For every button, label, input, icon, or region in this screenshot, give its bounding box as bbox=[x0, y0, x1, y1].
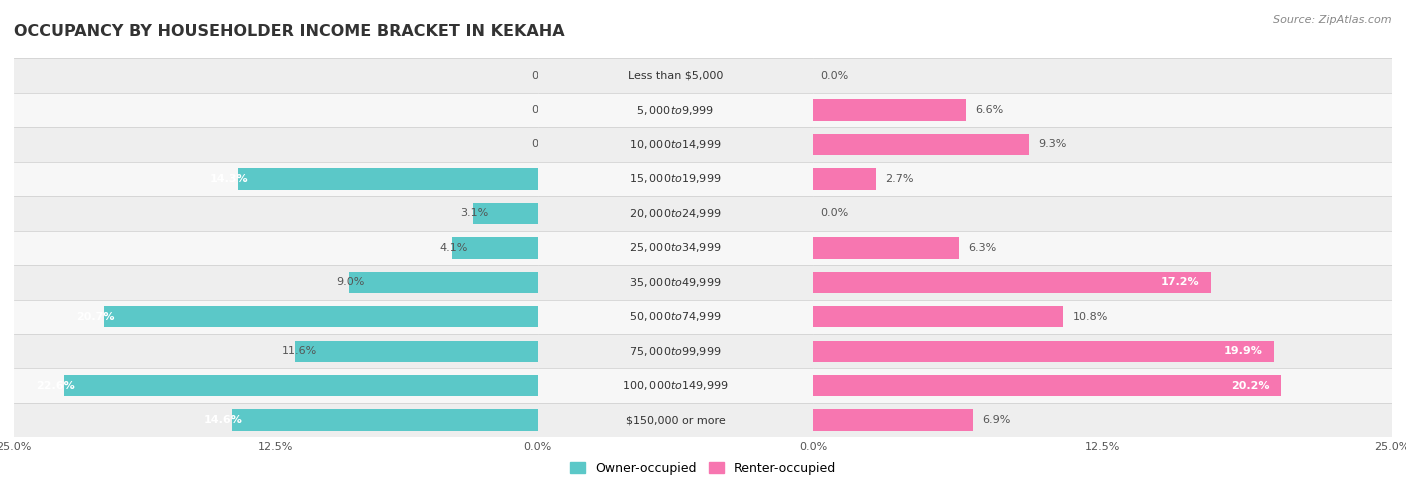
Bar bbox=[295, 341, 537, 362]
Text: 0.0%: 0.0% bbox=[531, 105, 560, 115]
Bar bbox=[0, 231, 1406, 265]
Bar bbox=[0, 334, 1406, 368]
Text: 9.3%: 9.3% bbox=[1038, 139, 1066, 150]
Bar bbox=[0, 334, 1406, 368]
Bar bbox=[813, 341, 1274, 362]
Bar bbox=[0, 403, 1406, 437]
Bar bbox=[0, 127, 1406, 162]
Text: 20.2%: 20.2% bbox=[1230, 381, 1270, 391]
Bar bbox=[0, 403, 1406, 437]
Text: 17.2%: 17.2% bbox=[1161, 278, 1199, 287]
Text: 2.7%: 2.7% bbox=[884, 174, 914, 184]
Bar bbox=[0, 265, 1406, 299]
Bar bbox=[238, 168, 537, 190]
Bar bbox=[813, 99, 966, 121]
Text: $10,000 to $14,999: $10,000 to $14,999 bbox=[630, 138, 721, 151]
Text: 6.3%: 6.3% bbox=[969, 243, 997, 253]
Bar bbox=[0, 334, 1406, 368]
Text: 14.6%: 14.6% bbox=[204, 415, 242, 425]
Text: $25,000 to $34,999: $25,000 to $34,999 bbox=[630, 242, 721, 254]
Text: 9.0%: 9.0% bbox=[336, 278, 366, 287]
Bar bbox=[0, 231, 1406, 265]
Text: 6.6%: 6.6% bbox=[976, 105, 1004, 115]
Bar bbox=[0, 127, 1406, 162]
Bar bbox=[0, 299, 1406, 334]
Bar bbox=[232, 410, 537, 431]
Legend: Owner-occupied, Renter-occupied: Owner-occupied, Renter-occupied bbox=[565, 457, 841, 480]
Text: 0.0%: 0.0% bbox=[531, 70, 560, 81]
Text: 22.6%: 22.6% bbox=[37, 381, 75, 391]
Bar bbox=[0, 58, 1406, 93]
Bar bbox=[451, 237, 537, 259]
Bar bbox=[472, 203, 537, 224]
Text: 14.3%: 14.3% bbox=[209, 174, 249, 184]
Bar bbox=[813, 134, 1029, 155]
Bar bbox=[0, 196, 1406, 231]
Bar bbox=[349, 272, 537, 293]
Bar bbox=[0, 58, 1406, 93]
Text: Less than $5,000: Less than $5,000 bbox=[627, 70, 723, 81]
Bar bbox=[0, 196, 1406, 231]
Text: 11.6%: 11.6% bbox=[283, 346, 318, 356]
Text: 0.0%: 0.0% bbox=[820, 70, 848, 81]
Text: 0.0%: 0.0% bbox=[531, 139, 560, 150]
Bar bbox=[0, 162, 1406, 196]
Bar bbox=[0, 265, 1406, 299]
Bar bbox=[813, 410, 973, 431]
Text: $150,000 or more: $150,000 or more bbox=[626, 415, 725, 425]
Text: 0.0%: 0.0% bbox=[820, 208, 848, 218]
Bar bbox=[0, 231, 1406, 265]
Text: 19.9%: 19.9% bbox=[1223, 346, 1263, 356]
Bar bbox=[0, 299, 1406, 334]
Bar bbox=[813, 375, 1281, 397]
Text: 4.1%: 4.1% bbox=[439, 243, 468, 253]
Text: Source: ZipAtlas.com: Source: ZipAtlas.com bbox=[1274, 15, 1392, 25]
Bar bbox=[0, 196, 1406, 231]
Bar bbox=[813, 237, 959, 259]
Bar bbox=[0, 127, 1406, 162]
Text: 20.7%: 20.7% bbox=[76, 312, 115, 322]
Bar bbox=[0, 93, 1406, 127]
Bar bbox=[0, 162, 1406, 196]
Bar bbox=[65, 375, 537, 397]
Bar bbox=[0, 58, 1406, 93]
Text: $50,000 to $74,999: $50,000 to $74,999 bbox=[630, 310, 721, 323]
Text: 3.1%: 3.1% bbox=[460, 208, 488, 218]
Bar bbox=[813, 272, 1212, 293]
Text: $75,000 to $99,999: $75,000 to $99,999 bbox=[630, 345, 721, 358]
Bar bbox=[104, 306, 537, 328]
Text: $35,000 to $49,999: $35,000 to $49,999 bbox=[630, 276, 721, 289]
Text: 10.8%: 10.8% bbox=[1073, 312, 1108, 322]
Bar bbox=[0, 368, 1406, 403]
Bar bbox=[0, 403, 1406, 437]
Bar bbox=[0, 299, 1406, 334]
Text: 6.9%: 6.9% bbox=[983, 415, 1011, 425]
Text: $100,000 to $149,999: $100,000 to $149,999 bbox=[621, 379, 728, 392]
Text: $5,000 to $9,999: $5,000 to $9,999 bbox=[637, 104, 714, 117]
Bar bbox=[0, 162, 1406, 196]
Bar bbox=[0, 265, 1406, 299]
Bar bbox=[0, 93, 1406, 127]
Bar bbox=[0, 368, 1406, 403]
Text: $15,000 to $19,999: $15,000 to $19,999 bbox=[630, 173, 721, 186]
Bar bbox=[813, 306, 1063, 328]
Bar bbox=[813, 168, 876, 190]
Text: $20,000 to $24,999: $20,000 to $24,999 bbox=[630, 207, 721, 220]
Bar bbox=[0, 368, 1406, 403]
Text: OCCUPANCY BY HOUSEHOLDER INCOME BRACKET IN KEKAHA: OCCUPANCY BY HOUSEHOLDER INCOME BRACKET … bbox=[14, 24, 565, 39]
Bar bbox=[0, 93, 1406, 127]
